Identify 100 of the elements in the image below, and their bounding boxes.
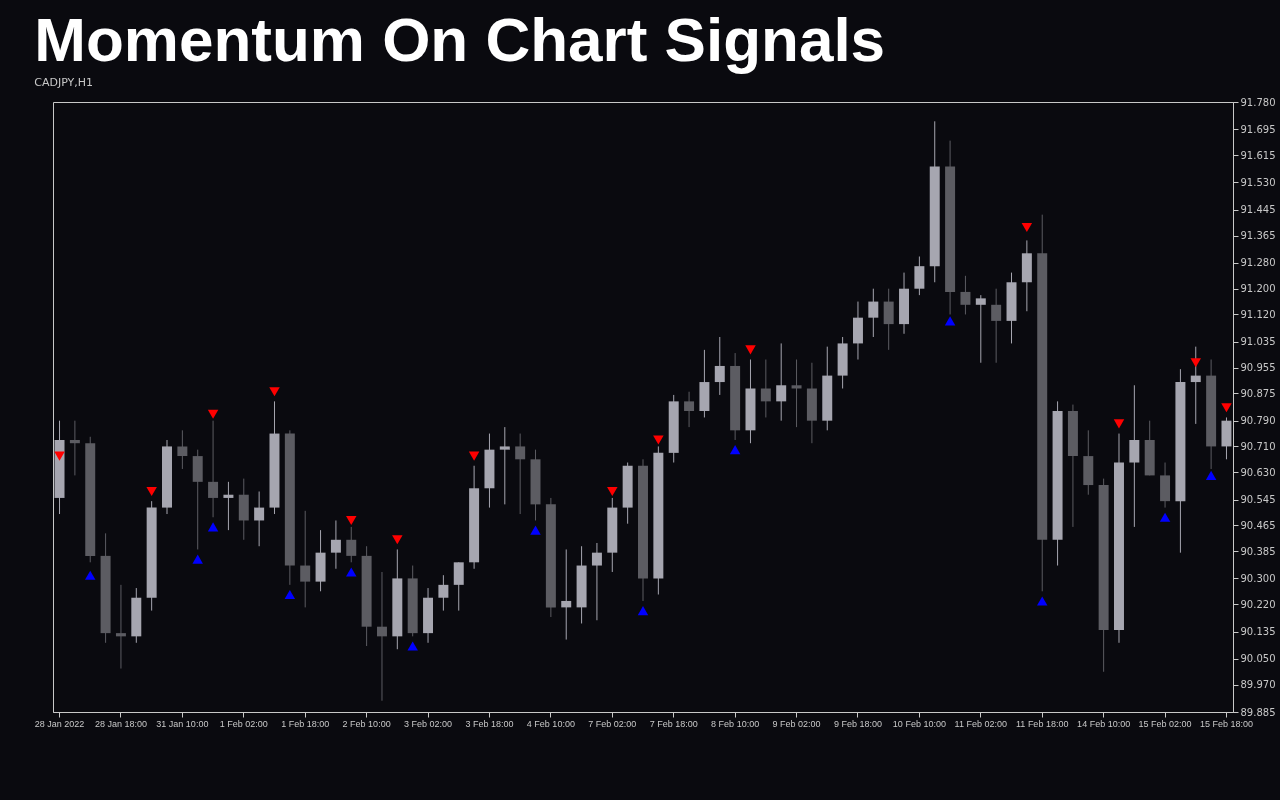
candlestick [330, 519, 341, 570]
y-tick-label: 91.780 [1240, 96, 1276, 108]
point [468, 451, 480, 461]
chart-title: Momentum On Chart Signals [34, 5, 886, 74]
point [284, 589, 296, 600]
candlestick [791, 359, 802, 428]
x-tick-label: 15 Feb 02:00 [1138, 718, 1192, 729]
candlestick [223, 481, 234, 531]
y-tick-label: 91.200 [1240, 283, 1276, 295]
x-tick-label: 10 Feb 10:00 [892, 718, 946, 729]
point [1021, 223, 1033, 233]
y-tick-label: 90.955 [1240, 362, 1276, 374]
candlestick [776, 342, 787, 422]
point [1190, 358, 1202, 368]
x-tick-label: 1 Feb 02:00 [219, 718, 268, 729]
candlestick [975, 294, 986, 364]
y-tick-label: 90.135 [1240, 626, 1276, 638]
y-tick-label: 90.465 [1240, 519, 1276, 531]
point [346, 567, 357, 577]
y-tick-label: 90.875 [1240, 387, 1276, 399]
y-tick-label: 91.445 [1240, 204, 1276, 216]
candlestick [1190, 346, 1201, 425]
point [146, 486, 157, 497]
point [407, 641, 418, 651]
y-tick-label: 89.885 [1240, 706, 1276, 718]
point [207, 522, 219, 532]
candlestick [868, 288, 879, 338]
candlestick [991, 288, 1002, 364]
x-tick-label: 8 Feb 10:00 [711, 718, 760, 729]
candlestick [69, 420, 80, 476]
candlestick [714, 336, 725, 396]
x-tick-label: 11 Feb 18:00 [1016, 718, 1069, 729]
candlestick [300, 510, 311, 608]
point [192, 554, 203, 564]
x-tick-label: 9 Feb 02:00 [772, 718, 821, 729]
candlestick [515, 433, 526, 515]
candlestick [684, 391, 695, 428]
x-tick-label: 3 Feb 18:00 [465, 718, 514, 729]
point [745, 345, 756, 355]
point [607, 486, 618, 497]
x-tick-label: 31 Jan 10:00 [156, 718, 209, 729]
point [653, 435, 664, 445]
x-tick-label: 11 Feb 02:00 [954, 718, 1007, 729]
y-tick-label: 90.050 [1240, 653, 1276, 665]
x-tick-label: 7 Feb 02:00 [588, 718, 637, 729]
x-tick-label: 2 Feb 10:00 [342, 718, 391, 729]
x-tick-label: 4 Feb 10:00 [526, 718, 575, 729]
point [530, 525, 541, 535]
candlestick [883, 288, 894, 351]
point [84, 570, 96, 580]
y-tick-label: 91.035 [1240, 336, 1276, 348]
y-tick-label: 91.530 [1240, 176, 1276, 188]
point [1159, 512, 1171, 522]
y-tick-label: 90.220 [1240, 598, 1276, 610]
y-tick-label: 90.300 [1240, 572, 1276, 584]
point [269, 387, 280, 397]
candlestick [960, 275, 971, 315]
candlestick [438, 574, 449, 612]
point [346, 515, 357, 526]
candlestick [1129, 384, 1140, 528]
x-tick-label: 9 Feb 18:00 [833, 718, 882, 729]
point [392, 535, 403, 545]
x-tick-label: 28 Jan 18:00 [94, 718, 147, 729]
x-tick-label: 15 Feb 18:00 [1199, 718, 1253, 729]
y-tick-label: 89.970 [1240, 679, 1276, 691]
candlestick [208, 420, 219, 518]
point [207, 409, 219, 419]
y-tick-label: 91.120 [1240, 308, 1276, 320]
candlestick [254, 491, 265, 547]
x-tick-label: 1 Feb 18:00 [281, 718, 330, 729]
x-tick-label: 7 Feb 18:00 [649, 718, 698, 729]
point [637, 606, 649, 616]
candlestick [376, 571, 387, 702]
candlestick [499, 426, 510, 505]
point [54, 451, 65, 461]
candlestick [115, 584, 126, 670]
point [944, 316, 956, 326]
candlestick [760, 359, 771, 418]
point [1205, 470, 1217, 480]
point [1113, 419, 1125, 429]
point [1221, 403, 1232, 413]
point [729, 445, 741, 455]
y-tick-label: 90.385 [1240, 545, 1276, 557]
y-tick-label: 91.695 [1240, 123, 1276, 135]
y-tick-label: 90.790 [1240, 415, 1276, 427]
x-tick-label: 28 Jan 2022 [34, 718, 85, 729]
candlestick [561, 548, 572, 641]
y-tick-label: 91.280 [1240, 257, 1276, 269]
candlestick [346, 526, 357, 563]
candlestick [453, 561, 464, 612]
y-tick-label: 91.365 [1240, 230, 1276, 242]
y-tick-label: 91.615 [1240, 149, 1276, 161]
chart-subtitle: CADJPY,H1 [34, 76, 94, 89]
x-tick-label: 14 Feb 10:00 [1077, 718, 1131, 729]
candlestick [914, 256, 925, 296]
y-tick-label: 90.630 [1240, 466, 1276, 478]
x-tick-label: 3 Feb 02:00 [404, 718, 453, 729]
y-tick-label: 90.710 [1240, 440, 1276, 452]
candlestick [177, 429, 188, 470]
y-tick-label: 90.545 [1240, 494, 1276, 506]
